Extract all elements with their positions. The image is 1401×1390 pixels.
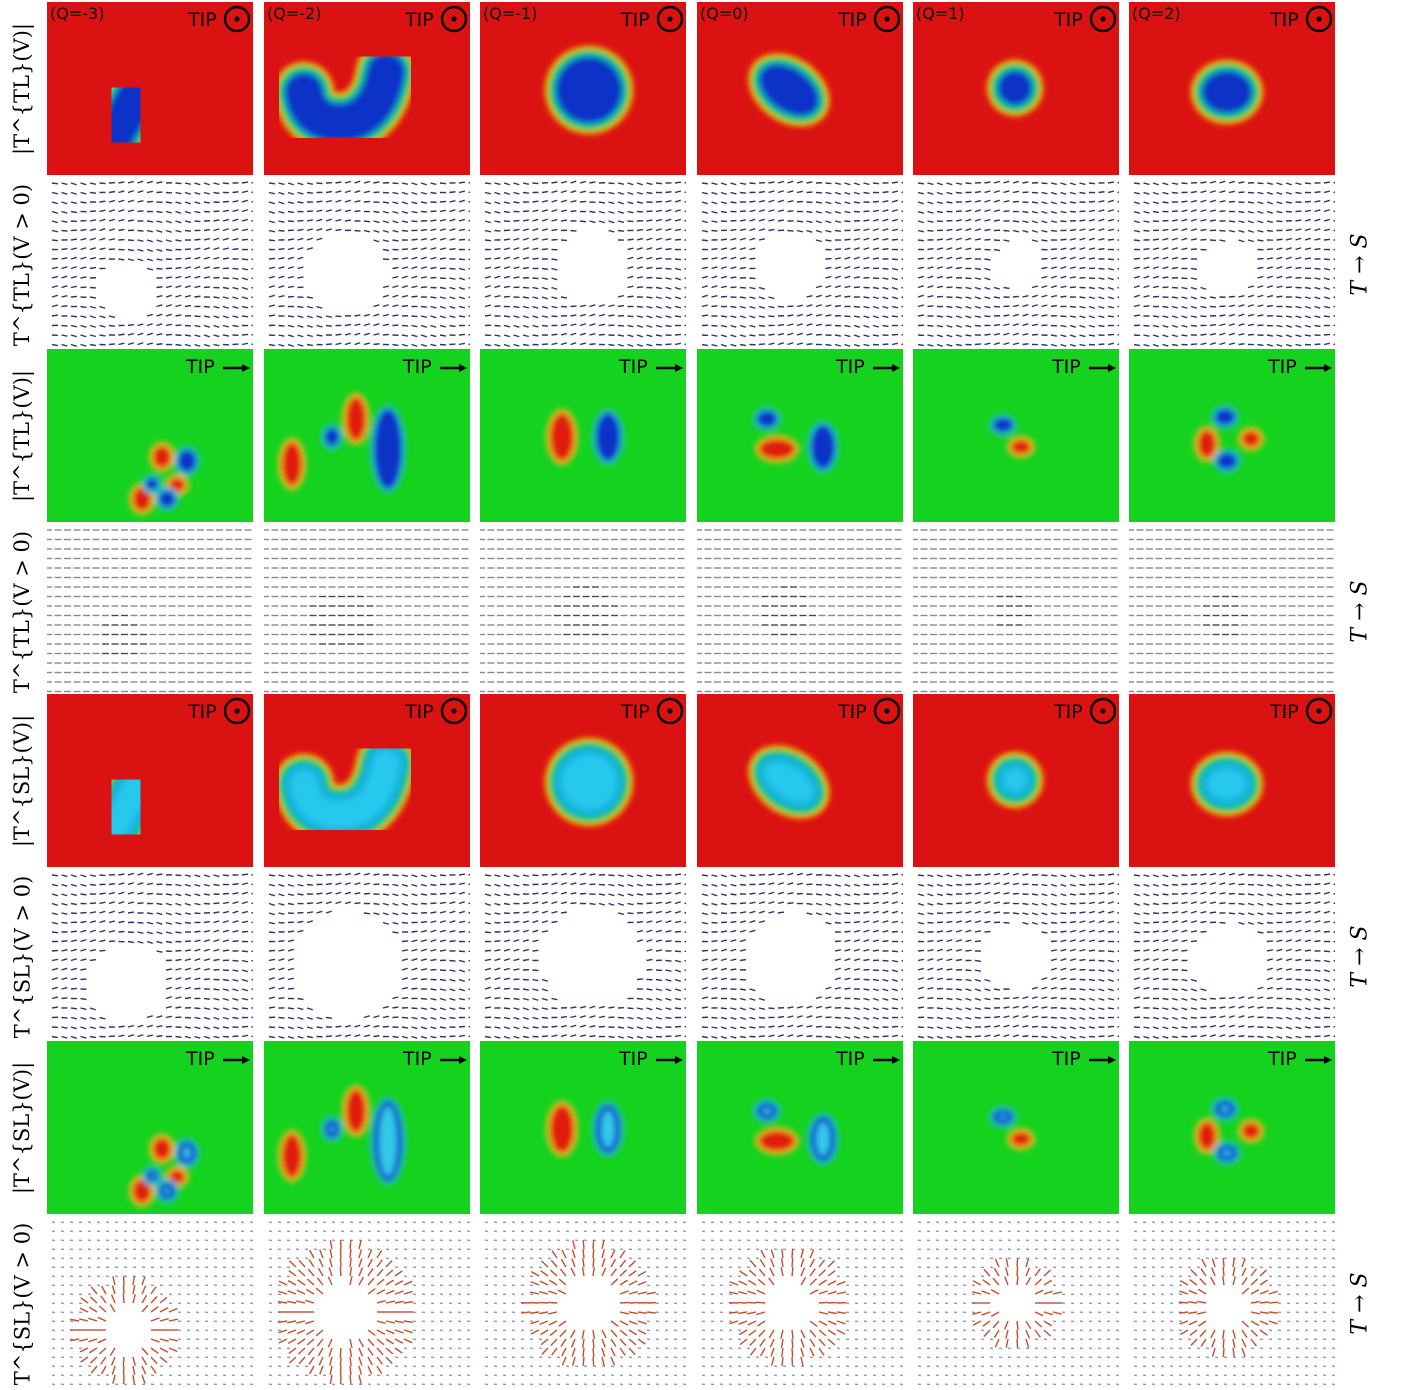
tip-label: TIP [836, 1048, 865, 1070]
heatmap-panel-r1-c4: TIP (Q=0) [697, 2, 903, 175]
tip-label: TIP [186, 356, 215, 378]
vector-field-panel-r8-c1 [47, 1217, 253, 1390]
charge-label: (Q=-3) [50, 4, 104, 23]
tip-label: TIP [1054, 9, 1083, 31]
vector-field-panel-r4-c1 [47, 525, 253, 698]
tip-label: TIP [838, 701, 867, 723]
vector-field-panel-r2-c4 [697, 178, 903, 351]
charge-label: (Q=-1) [483, 4, 537, 23]
heatmap-panel-r7-c6: TIP [1129, 1041, 1335, 1214]
tip-label: TIP [1052, 356, 1081, 378]
tip-label: TIP [405, 701, 434, 723]
charge-label: (Q=0) [700, 4, 749, 23]
heatmap-panel-r1-c5: TIP (Q=1) [913, 2, 1119, 175]
vector-field-panel-r6-c6 [1129, 870, 1335, 1043]
row-label: |T^{SL}(V)| [0, 694, 44, 867]
heatmap-panel-r5-c3: TIP [480, 694, 686, 867]
direction-label: T → S [1340, 178, 1380, 351]
vector-field-panel-r8-c2 [264, 1217, 470, 1390]
charge-label: (Q=-2) [267, 4, 321, 23]
vector-field-panel-r6-c2 [264, 870, 470, 1043]
heatmap-panel-r7-c5: TIP [913, 1041, 1119, 1214]
direction-label: T → S [1340, 870, 1380, 1043]
heatmap-panel-r1-c2: TIP (Q=-2) [264, 2, 470, 175]
heatmap-panel-r3-c3: TIP [480, 349, 686, 522]
tip-label: TIP [838, 9, 867, 31]
tip-label: TIP [188, 701, 217, 723]
vector-field-panel-r6-c3 [480, 870, 686, 1043]
heatmap-panel-r7-c4: TIP [697, 1041, 903, 1214]
vector-field-panel-r2-c5 [913, 178, 1119, 351]
tip-label: TIP [1268, 1048, 1297, 1070]
vector-field-panel-r6-c4 [697, 870, 903, 1043]
tip-label: TIP [1052, 1048, 1081, 1070]
vector-field-panel-r4-c3 [480, 525, 686, 698]
row-label: T^{SL}(V > 0) [0, 1217, 44, 1390]
vector-field-panel-r8-c3 [480, 1217, 686, 1390]
vector-field-panel-r4-c5 [913, 525, 1119, 698]
tip-label: TIP [619, 1048, 648, 1070]
row-label: |T^{TL}(V)| [0, 349, 44, 522]
tip-label: TIP [619, 356, 648, 378]
vector-field-panel-r6-c1 [47, 870, 253, 1043]
vector-field-panel-r4-c6 [1129, 525, 1335, 698]
heatmap-panel-r1-c3: TIP (Q=-1) [480, 2, 686, 175]
heatmap-panel-r5-c6: TIP [1129, 694, 1335, 867]
heatmap-panel-r3-c2: TIP [264, 349, 470, 522]
tip-label: TIP [1054, 701, 1083, 723]
row-label: |T^{TL}(V)| [0, 2, 44, 175]
tip-label: TIP [188, 9, 217, 31]
row-label: T^{TL}(V > 0) [0, 178, 44, 351]
heatmap-panel-r5-c5: TIP [913, 694, 1119, 867]
heatmap-panel-r3-c6: TIP [1129, 349, 1335, 522]
tip-label: TIP [403, 1048, 432, 1070]
vector-field-panel-r8-c6 [1129, 1217, 1335, 1390]
tip-label: TIP [403, 356, 432, 378]
charge-label: (Q=2) [1132, 4, 1181, 23]
heatmap-panel-r7-c2: TIP [264, 1041, 470, 1214]
heatmap-panel-r3-c4: TIP [697, 349, 903, 522]
vector-field-panel-r4-c2 [264, 525, 470, 698]
heatmap-panel-r5-c1: TIP [47, 694, 253, 867]
tip-label: TIP [186, 1048, 215, 1070]
heatmap-panel-r5-c4: TIP [697, 694, 903, 867]
tip-label: TIP [405, 9, 434, 31]
vector-field-panel-r2-c3 [480, 178, 686, 351]
tip-label: TIP [621, 9, 650, 31]
vector-field-panel-r4-c4 [697, 525, 903, 698]
direction-label: T → S [1340, 1217, 1380, 1390]
row-label: T^{TL}(V > 0) [0, 525, 44, 698]
tip-label: TIP [1270, 701, 1299, 723]
heatmap-panel-r1-c1: TIP (Q=-3) [47, 2, 253, 175]
charge-label: (Q=1) [916, 4, 965, 23]
tip-label: TIP [836, 356, 865, 378]
vector-field-panel-r2-c1 [47, 178, 253, 351]
heatmap-panel-r7-c3: TIP [480, 1041, 686, 1214]
vector-field-panel-r6-c5 [913, 870, 1119, 1043]
vector-field-panel-r8-c5 [913, 1217, 1119, 1390]
heatmap-panel-r3-c1: TIP [47, 349, 253, 522]
tip-label: TIP [1270, 9, 1299, 31]
heatmap-panel-r3-c5: TIP [913, 349, 1119, 522]
tip-label: TIP [621, 701, 650, 723]
vector-field-panel-r2-c2 [264, 178, 470, 351]
direction-label: T → S [1340, 525, 1380, 698]
tip-label: TIP [1268, 356, 1297, 378]
vector-field-panel-r2-c6 [1129, 178, 1335, 351]
heatmap-panel-r1-c6: TIP (Q=2) [1129, 2, 1335, 175]
heatmap-panel-r5-c2: TIP [264, 694, 470, 867]
row-label: T^{SL}(V > 0) [0, 870, 44, 1043]
vector-field-panel-r8-c4 [697, 1217, 903, 1390]
row-label: |T^{SL}(V)| [0, 1041, 44, 1214]
heatmap-panel-r7-c1: TIP [47, 1041, 253, 1214]
